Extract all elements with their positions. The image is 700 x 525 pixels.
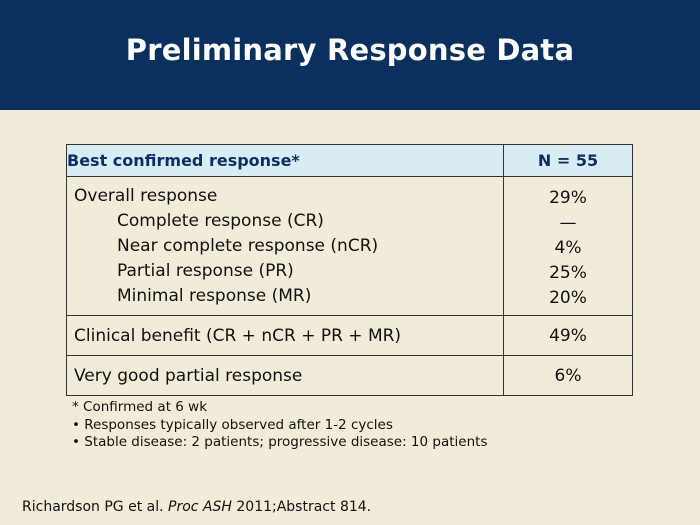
table-row-clinical-benefit: Clinical benefit (CR + nCR + PR + MR) 49… <box>66 315 633 356</box>
title-banner <box>0 0 700 110</box>
row-label-ncr: Near complete response (nCR) <box>117 236 379 256</box>
row-label-cr: Complete response (CR) <box>117 211 324 231</box>
bullet-responses-timing: • Responses typically observed after 1-2… <box>72 416 393 433</box>
citation: Richardson PG et al. Proc ASH 2011;Abstr… <box>22 499 371 515</box>
row-value-mr: 20% <box>549 288 587 308</box>
response-table: Best confirmed response* N = 55 Overall … <box>66 144 633 396</box>
row-value-overall: 29% <box>549 188 587 208</box>
overall-labels-cell: Overall response Complete response (CR) … <box>66 176 504 316</box>
row-value-cr: — <box>559 213 577 233</box>
overall-values-cell: 29% — 4% 25% 20% <box>503 176 633 316</box>
row-label-overall: Overall response <box>74 186 218 206</box>
row-value-pr: 25% <box>549 263 587 283</box>
footnote-confirmed: * Confirmed at 6 wk <box>72 399 208 415</box>
row-value-clinical-benefit: 49% <box>503 315 633 356</box>
bullet-disease-status: • Stable disease: 2 patients; progressiv… <box>72 434 488 450</box>
citation-details: 2011;Abstract 814. <box>236 499 372 515</box>
table-header-row: Best confirmed response* N = 55 <box>66 144 633 177</box>
row-value-ncr: 4% <box>554 238 582 258</box>
citation-journal: Proc ASH <box>168 499 232 515</box>
footnotes: * Confirmed at 6 wk • Responses typicall… <box>72 399 487 452</box>
header-response-label: Best confirmed response* <box>66 144 504 177</box>
row-label-vgpr: Very good partial response <box>66 355 504 396</box>
row-label-clinical-benefit: Clinical benefit (CR + nCR + PR + MR) <box>66 315 504 356</box>
row-label-mr: Minimal response (MR) <box>117 286 312 306</box>
row-value-vgpr: 6% <box>503 355 633 396</box>
table-row-overall: Overall response Complete response (CR) … <box>66 176 633 316</box>
row-label-pr: Partial response (PR) <box>117 261 294 281</box>
table-row-vgpr: Very good partial response 6% <box>66 355 633 396</box>
slide-title: Preliminary Response Data <box>125 33 575 67</box>
header-n-label: N = 55 <box>503 144 633 177</box>
citation-authors: Richardson PG et al. <box>22 499 164 515</box>
